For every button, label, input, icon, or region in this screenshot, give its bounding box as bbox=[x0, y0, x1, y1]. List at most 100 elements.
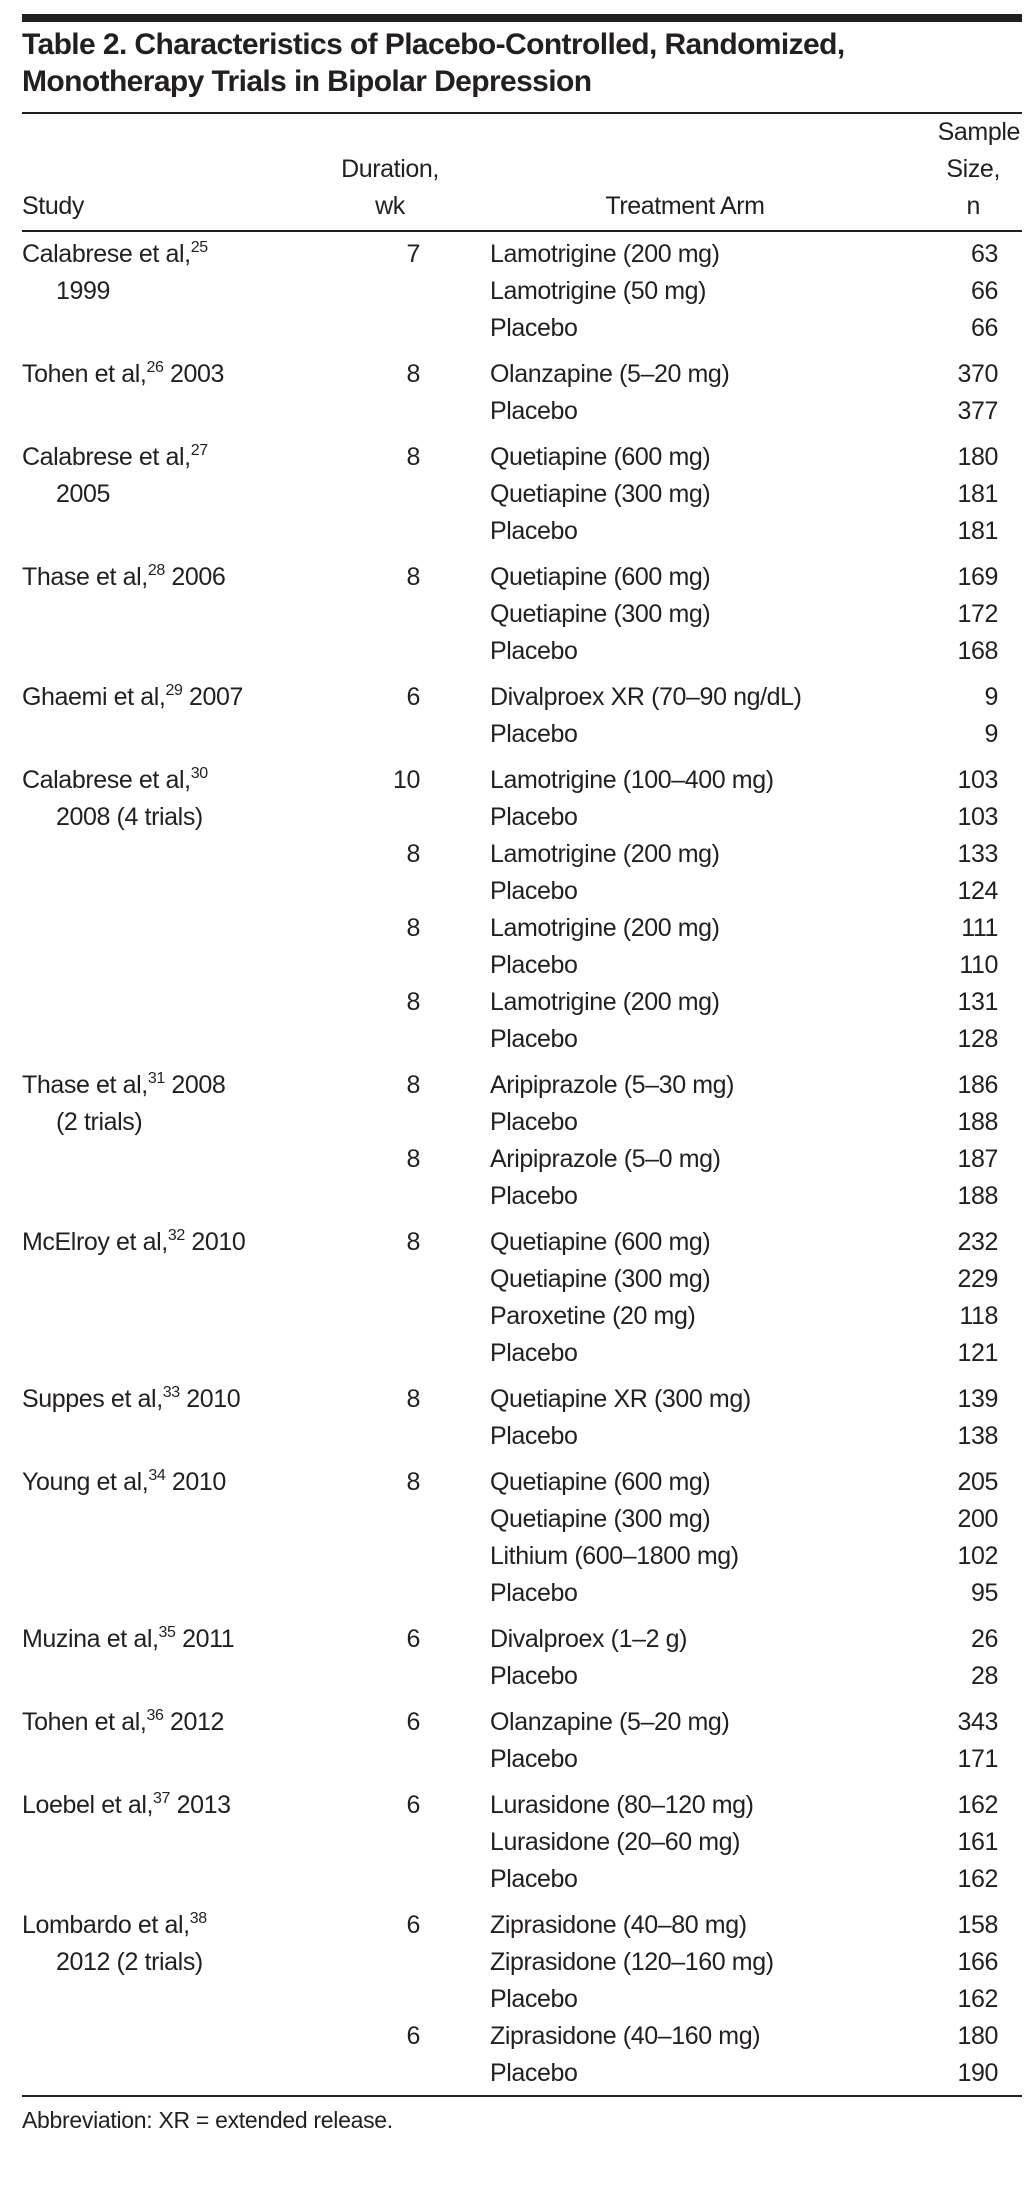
treatment-arm-cell: Placebo bbox=[490, 637, 578, 665]
duration-cell: 8 bbox=[406, 443, 420, 471]
treatment-arm-cell: Placebo bbox=[490, 720, 578, 748]
treatment-arm-cell: Placebo bbox=[490, 1339, 578, 1367]
table-row: Lurasidone (20–60 mg) 161 bbox=[22, 1824, 1022, 1861]
reference-superscript: 32 bbox=[167, 1227, 185, 1244]
reference-superscript: 36 bbox=[146, 1707, 164, 1724]
table-row: Calabrese et al,27 8 Quetiapine (600 mg) 18… bbox=[22, 439, 1022, 476]
reference-superscript: 28 bbox=[147, 562, 165, 579]
table-row: 8 Aripiprazole (5–0 mg) 187 bbox=[22, 1141, 1022, 1178]
treatment-arm-cell: Ziprasidone (40–80 mg) bbox=[490, 1911, 747, 1939]
treatment-arm-cell: Lithium (600–1800 mg) bbox=[490, 1542, 739, 1570]
sample-size-cell: 124 bbox=[957, 877, 998, 905]
study-cell: McElroy et al,32 2010 bbox=[22, 1227, 246, 1257]
duration-cell: 6 bbox=[406, 2022, 420, 2050]
table-row: Placebo 168 bbox=[22, 633, 1022, 670]
treatment-arm-cell: Paroxetine (20 mg) bbox=[490, 1302, 696, 1330]
reference-superscript: 33 bbox=[162, 1384, 180, 1401]
duration-cell: 7 bbox=[406, 240, 420, 268]
treatment-arm-cell: Placebo bbox=[490, 1025, 578, 1053]
reference-superscript: 25 bbox=[190, 239, 208, 256]
header-duration: Duration, wk bbox=[330, 151, 450, 225]
sample-size-cell: 181 bbox=[957, 517, 998, 545]
sample-size-cell: 128 bbox=[957, 1025, 998, 1053]
duration-cell: 8 bbox=[406, 1468, 420, 1496]
sample-size-cell: 66 bbox=[970, 314, 998, 342]
sample-size-cell: 370 bbox=[957, 360, 998, 388]
treatment-arm-cell: Quetiapine XR (300 mg) bbox=[490, 1385, 751, 1413]
treatment-arm-cell: Placebo bbox=[490, 1745, 578, 1773]
table-row: Placebo 66 bbox=[22, 310, 1022, 347]
table-row: Placebo 9 bbox=[22, 716, 1022, 753]
treatment-arm-cell: Quetiapine (300 mg) bbox=[490, 600, 711, 628]
sample-size-cell: 190 bbox=[957, 2059, 998, 2087]
sample-size-cell: 200 bbox=[957, 1505, 998, 1533]
table-row: Placebo 171 bbox=[22, 1741, 1022, 1778]
reference-superscript: 34 bbox=[148, 1467, 166, 1484]
study-cell-continued: 2012 (2 trials) bbox=[56, 1948, 203, 1976]
table-row: (2 trials) Placebo 188 bbox=[22, 1104, 1022, 1141]
sample-size-cell: 162 bbox=[957, 1791, 998, 1819]
duration-cell: 6 bbox=[406, 1911, 420, 1939]
sample-size-cell: 158 bbox=[957, 1911, 998, 1939]
study-cell: Tohen et al,26 2003 bbox=[22, 359, 225, 389]
table-row: Placebo 138 bbox=[22, 1418, 1022, 1455]
table-row: 2005 Quetiapine (300 mg) 181 bbox=[22, 476, 1022, 513]
sample-size-cell: 188 bbox=[957, 1108, 998, 1136]
sample-size-cell: 66 bbox=[970, 277, 998, 305]
table-row: Placebo 162 bbox=[22, 1861, 1022, 1898]
table-footnote: Abbreviation: XR = extended release. bbox=[22, 2107, 393, 2133]
sample-size-cell: 162 bbox=[957, 1985, 998, 2013]
sample-size-cell: 377 bbox=[957, 397, 998, 425]
table-row: Calabrese et al,25 7 Lamotrigine (200 mg) 6… bbox=[22, 236, 1022, 273]
table-row: Quetiapine (300 mg) 172 bbox=[22, 596, 1022, 633]
treatment-arm-cell: Placebo bbox=[490, 2059, 578, 2087]
treatment-arm-cell: Lamotrigine (100–400 mg) bbox=[490, 766, 774, 794]
treatment-arm-cell: Lamotrigine (200 mg) bbox=[490, 914, 720, 942]
table-row: Tohen et al,26 2003 8 Olanzapine (5–20 mg)… bbox=[22, 356, 1022, 393]
treatment-arm-cell: Divalproex XR (70–90 ng/dL) bbox=[490, 683, 802, 711]
table-row: Placebo 190 bbox=[22, 2055, 1022, 2092]
sample-size-cell: 103 bbox=[957, 803, 998, 831]
study-cell: Calabrese et al,27 bbox=[22, 442, 208, 472]
study-cell: Muzina et al,35 2011 bbox=[22, 1624, 235, 1654]
table-row: Paroxetine (20 mg) 118 bbox=[22, 1298, 1022, 1335]
duration-cell: 6 bbox=[406, 1791, 420, 1819]
sample-size-cell: 139 bbox=[957, 1385, 998, 1413]
table-row: McElroy et al,32 2010 8 Quetiapine (600 mg… bbox=[22, 1224, 1022, 1261]
table-row: 6 Ziprasidone (40–160 mg) 180 bbox=[22, 2018, 1022, 2055]
sample-size-cell: 95 bbox=[970, 1579, 998, 1607]
duration-cell: 6 bbox=[406, 1625, 420, 1653]
table-row: 2012 (2 trials) Ziprasidone (120–160 mg) 1… bbox=[22, 1944, 1022, 1981]
treatment-arm-cell: Placebo bbox=[490, 1985, 578, 2013]
sample-size-cell: 169 bbox=[957, 563, 998, 591]
treatment-arm-cell: Quetiapine (300 mg) bbox=[490, 1265, 711, 1293]
treatment-arm-cell: Aripiprazole (5–0 mg) bbox=[490, 1145, 721, 1173]
title-rule bbox=[22, 112, 1022, 114]
table-row: Ghaemi et al,29 2007 6 Divalproex XR (70–9… bbox=[22, 679, 1022, 716]
treatment-arm-cell: Quetiapine (600 mg) bbox=[490, 1228, 711, 1256]
sample-size-cell: 180 bbox=[957, 443, 998, 471]
table-row: 1999 Lamotrigine (50 mg) 66 bbox=[22, 273, 1022, 310]
treatment-arm-cell: Ziprasidone (120–160 mg) bbox=[490, 1948, 774, 1976]
table-row: Placebo 110 bbox=[22, 947, 1022, 984]
table-row: 8 Lamotrigine (200 mg) 111 bbox=[22, 910, 1022, 947]
sample-size-cell: 180 bbox=[957, 2022, 998, 2050]
duration-cell: 8 bbox=[406, 914, 420, 942]
treatment-arm-cell: Placebo bbox=[490, 877, 578, 905]
duration-cell: 8 bbox=[406, 840, 420, 868]
treatment-arm-cell: Placebo bbox=[490, 314, 578, 342]
header-duration-line-1: Duration, bbox=[341, 155, 439, 183]
sample-size-cell: 186 bbox=[957, 1071, 998, 1099]
table-row: Placebo 377 bbox=[22, 393, 1022, 430]
sample-size-cell: 229 bbox=[957, 1265, 998, 1293]
sample-size-cell: 168 bbox=[957, 637, 998, 665]
sample-size-cell: 161 bbox=[957, 1828, 998, 1856]
header-sample-size: Sample Size, n bbox=[900, 114, 1021, 225]
sample-size-cell: 102 bbox=[957, 1542, 998, 1570]
table-row: Lithium (600–1800 mg) 102 bbox=[22, 1538, 1022, 1575]
treatment-arm-cell: Placebo bbox=[490, 517, 578, 545]
study-cell-continued: (2 trials) bbox=[56, 1108, 143, 1136]
table-row: Placebo 95 bbox=[22, 1575, 1022, 1612]
duration-cell: 6 bbox=[406, 683, 420, 711]
sample-size-cell: 63 bbox=[970, 240, 998, 268]
